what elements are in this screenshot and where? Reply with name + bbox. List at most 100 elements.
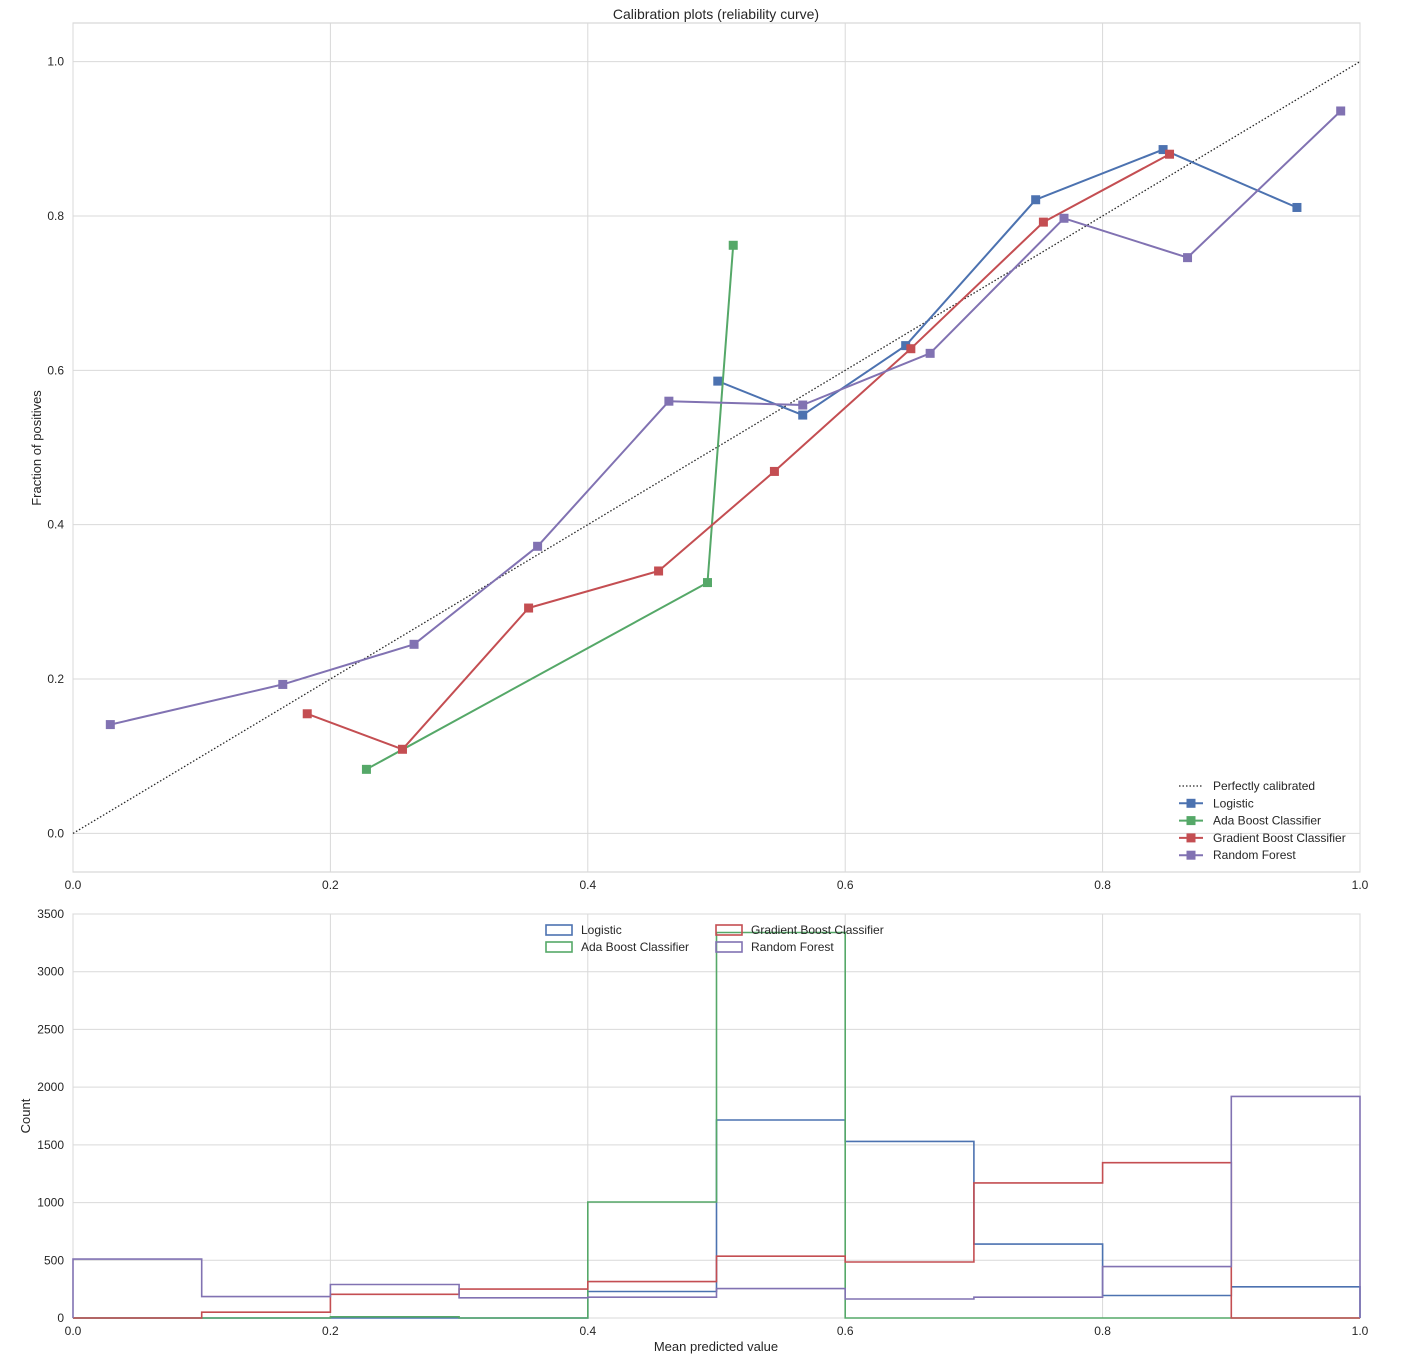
- histogram-step-gradient-boost-classifier: [73, 1161, 1360, 1319]
- series-gradient-boost-classifier: [302, 149, 1175, 754]
- legend-marker: [1186, 816, 1196, 826]
- data-point-logistic: [798, 410, 808, 420]
- histogram-x-ticks: 0.0 0.2 0.4 0.6 0.8 1.0: [65, 1324, 1369, 1338]
- histogram-legend-label: Gradient Boost Classifier: [751, 923, 884, 937]
- series-perfectly-calibrated: [72, 61, 1361, 834]
- histogram-x-tick-label: 0.0: [65, 1324, 82, 1338]
- histogram-series-random-forest: [72, 1095, 1361, 1318]
- calibration-x-tick-label: 1.0: [1352, 878, 1369, 892]
- histogram-series-gradient-boost-classifier: [73, 1161, 1360, 1319]
- legend-label: Ada Boost Classifier: [1213, 814, 1321, 828]
- data-point-gradient-boost-classifier: [302, 709, 312, 719]
- data-point-gradient-boost-classifier: [524, 603, 534, 613]
- series-line-logistic: [717, 148, 1298, 417]
- calibration-plot: Calibration plots (reliability curve) 0.…: [29, 6, 1369, 892]
- calibration-y-ticks: 0.0 0.2 0.4 0.6 0.8 1.0: [47, 55, 64, 841]
- calibration-legend: Perfectly calibrated Logistic Ada Boost Cl…: [1179, 779, 1346, 862]
- data-point-ada-boost-classifier: [702, 578, 712, 588]
- histogram-legend-swatch: [545, 941, 573, 953]
- calibration-plot-title: Calibration plots (reliability curve): [613, 6, 819, 22]
- legend-label: Random Forest: [1213, 848, 1296, 862]
- legend-entry-perfectly-calibrated: Perfectly calibrated: [1179, 779, 1315, 793]
- calibration-y-tick-label: 0.6: [47, 363, 64, 377]
- histogram-y-tick-label: 1500: [37, 1138, 64, 1152]
- histogram-series-ada-boost-classifier: [73, 931, 1360, 1319]
- legend-entry-ada-boost-classifier: Ada Boost Classifier: [1179, 814, 1321, 828]
- histogram-legend-entry-gradient-boost-classifier: Gradient Boost Classifier: [715, 923, 884, 937]
- histogram-x-axis-label: Mean predicted value: [654, 1339, 778, 1354]
- data-point-gradient-boost-classifier: [906, 344, 916, 354]
- calibration-y-tick-label: 1.0: [47, 55, 64, 69]
- data-point-random-forest: [533, 541, 543, 551]
- histogram-legend-label: Random Forest: [751, 940, 834, 954]
- histogram-x-tick-label: 1.0: [1352, 1324, 1369, 1338]
- data-point-gradient-boost-classifier: [654, 566, 664, 576]
- histogram-legend: Logistic Ada Boost Classifier Gradient Boo…: [545, 923, 884, 954]
- histogram-legend-entry-ada-boost-classifier: Ada Boost Classifier: [545, 940, 689, 954]
- legend-marker: [1186, 798, 1196, 808]
- histogram-plot: 0.0 0.2 0.4 0.6 0.8 1.0 0 500 1000 1500 2000 2500 3…: [18, 907, 1369, 1354]
- histogram-step-ada-boost-classifier: [73, 931, 1360, 1319]
- histogram-x-tick-label: 0.8: [1094, 1324, 1111, 1338]
- data-point-ada-boost-classifier: [361, 764, 371, 774]
- histogram-series: [72, 931, 1361, 1319]
- legend-marker: [1186, 833, 1196, 843]
- data-point-random-forest: [925, 348, 935, 358]
- series-line-gradient-boost-classifier: [306, 153, 1170, 751]
- legend-label: Gradient Boost Classifier: [1213, 831, 1346, 845]
- data-point-gradient-boost-classifier: [769, 466, 779, 476]
- histogram-legend-swatch: [545, 924, 573, 936]
- legend-entry-random-forest: Random Forest: [1179, 848, 1296, 862]
- calibration-y-tick-label: 0.2: [47, 672, 64, 686]
- calibration-grid: [72, 23, 1361, 872]
- histogram-legend-label: Logistic: [581, 923, 622, 937]
- histogram-y-tick-label: 2000: [37, 1080, 64, 1094]
- histogram-x-tick-label: 0.2: [322, 1324, 339, 1338]
- calibration-y-axis-label: Fraction of positives: [29, 390, 44, 506]
- histogram-y-tick-label: 500: [44, 1253, 64, 1267]
- legend-label: Perfectly calibrated: [1213, 779, 1315, 793]
- data-point-logistic: [901, 341, 911, 351]
- histogram-y-tick-label: 2500: [37, 1022, 64, 1036]
- data-point-logistic: [713, 376, 723, 386]
- histogram-y-tick-label: 1000: [37, 1196, 64, 1210]
- data-point-random-forest: [1059, 213, 1069, 223]
- series-ada-boost-classifier: [361, 240, 738, 774]
- series-line-random-forest: [110, 110, 1342, 726]
- histogram-step-random-forest: [72, 1095, 1361, 1318]
- histogram-legend-swatch: [715, 941, 743, 953]
- histogram-legend-swatch: [715, 924, 743, 936]
- data-point-random-forest: [1336, 106, 1346, 116]
- series-line-perfectly-calibrated: [72, 61, 1361, 834]
- histogram-legend-label: Ada Boost Classifier: [581, 940, 689, 954]
- data-point-logistic: [1031, 195, 1041, 205]
- legend-label: Logistic: [1213, 796, 1254, 810]
- data-point-random-forest: [105, 720, 115, 730]
- calibration-x-ticks: 0.0 0.2 0.4 0.6 0.8 1.0: [65, 878, 1369, 892]
- histogram-y-axis-label: Count: [18, 1098, 33, 1133]
- legend-marker: [1186, 850, 1196, 860]
- calibration-x-tick-label: 0.2: [322, 878, 339, 892]
- calibration-x-tick-label: 0.0: [65, 878, 82, 892]
- histogram-legend-entry-logistic: Logistic: [545, 923, 622, 937]
- data-point-gradient-boost-classifier: [1038, 217, 1048, 227]
- data-point-random-forest: [664, 396, 674, 406]
- data-point-random-forest: [798, 400, 808, 410]
- data-point-ada-boost-classifier: [728, 240, 738, 250]
- data-point-logistic: [1158, 145, 1168, 155]
- histogram-y-ticks: 0 500 1000 1500 2000 2500 3000 3500: [37, 907, 64, 1325]
- data-point-logistic: [1292, 202, 1302, 212]
- data-point-random-forest: [278, 679, 288, 689]
- legend-entry-gradient-boost-classifier: Gradient Boost Classifier: [1179, 831, 1346, 845]
- calibration-y-tick-label: 0.4: [47, 518, 64, 532]
- histogram-x-tick-label: 0.6: [837, 1324, 854, 1338]
- data-point-gradient-boost-classifier: [397, 744, 407, 754]
- series-logistic: [713, 145, 1302, 420]
- data-point-random-forest: [1183, 253, 1193, 263]
- calibration-x-tick-label: 0.6: [837, 878, 854, 892]
- histogram-y-tick-label: 3000: [37, 965, 64, 979]
- calibration-series: [72, 61, 1361, 834]
- legend-entry-logistic: Logistic: [1179, 796, 1254, 810]
- data-point-random-forest: [409, 639, 419, 649]
- histogram-x-tick-label: 0.4: [579, 1324, 596, 1338]
